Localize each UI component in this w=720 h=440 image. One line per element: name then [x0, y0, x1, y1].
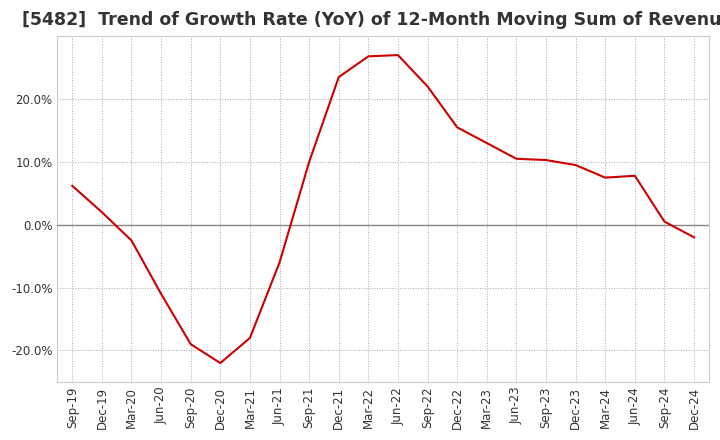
Title: [5482]  Trend of Growth Rate (YoY) of 12-Month Moving Sum of Revenues: [5482] Trend of Growth Rate (YoY) of 12-… — [22, 11, 720, 29]
